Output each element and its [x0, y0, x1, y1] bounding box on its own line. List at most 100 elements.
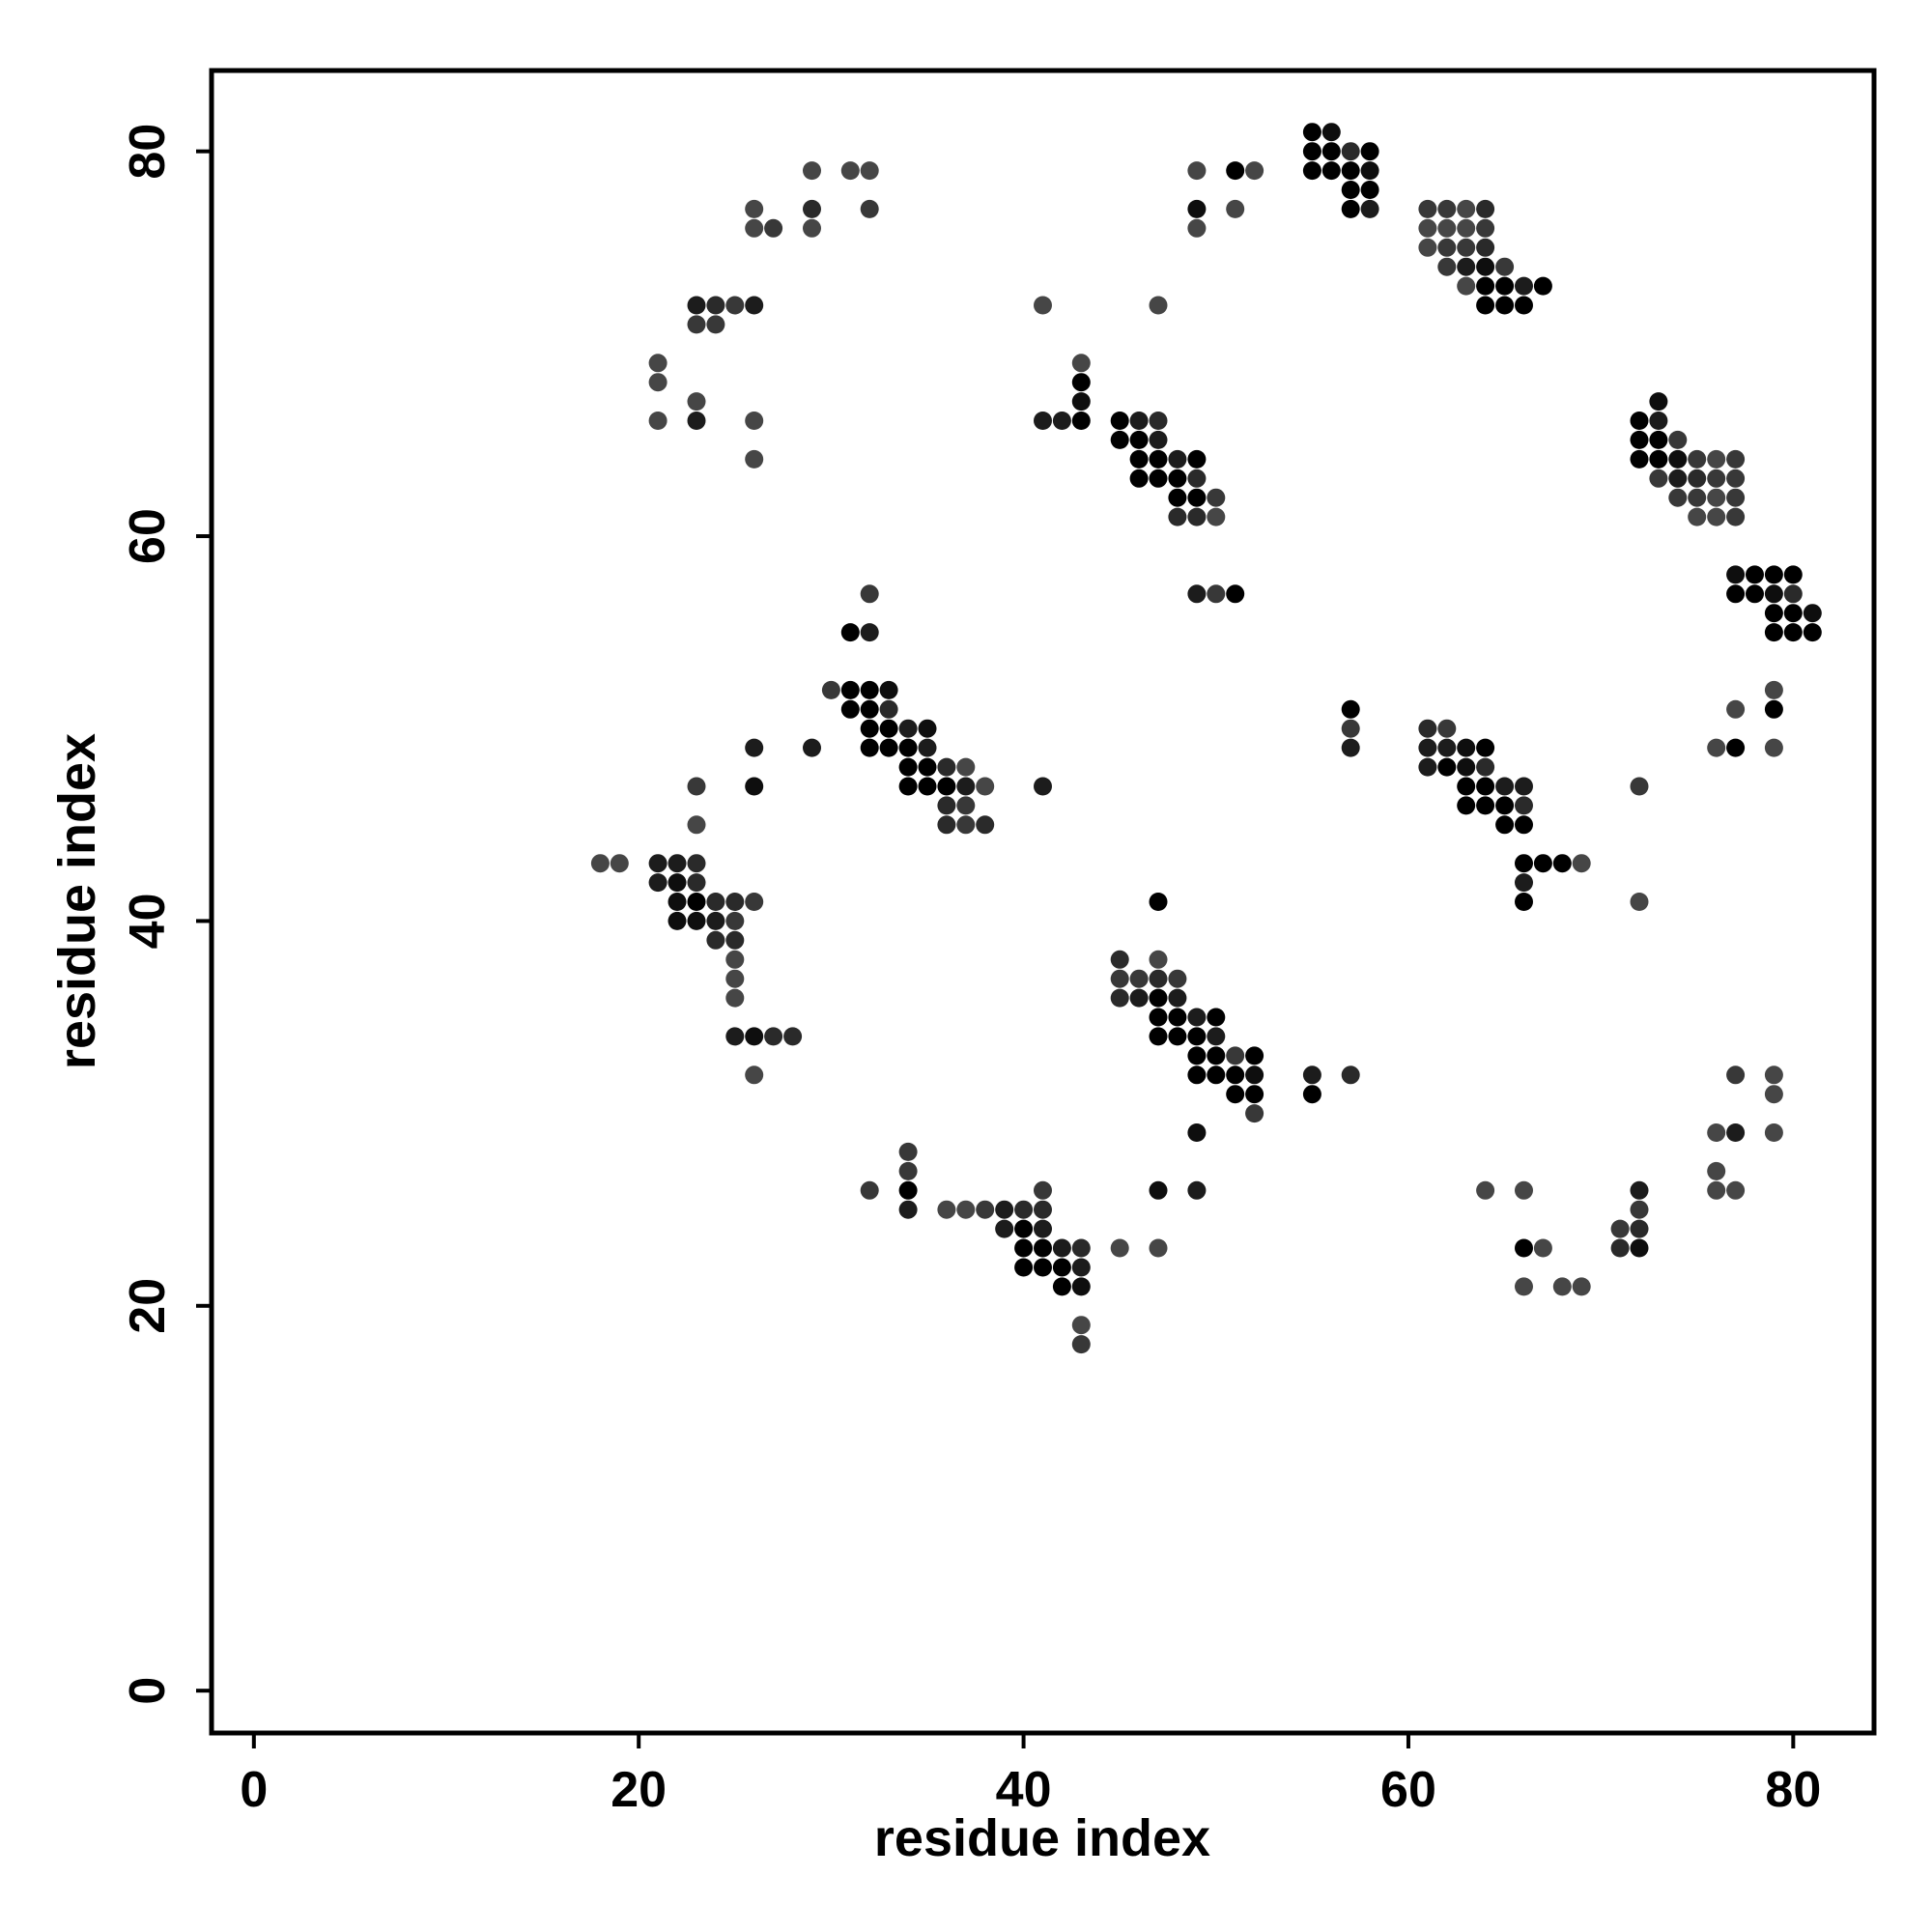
data-point	[687, 815, 706, 835]
data-point	[1630, 449, 1649, 469]
data-point	[1341, 142, 1360, 161]
data-point	[1034, 412, 1052, 430]
data-point	[1668, 469, 1688, 488]
data-point	[898, 1200, 918, 1219]
data-point	[1630, 777, 1649, 796]
data-point	[840, 699, 860, 719]
data-point	[1129, 449, 1149, 469]
data-point	[1649, 430, 1668, 449]
data-point	[1302, 123, 1321, 142]
data-point	[783, 1027, 803, 1046]
data-point	[1071, 1277, 1091, 1296]
data-point	[1149, 988, 1168, 1008]
data-point	[725, 1027, 745, 1046]
data-point	[706, 893, 725, 911]
data-point	[1321, 161, 1341, 181]
data-point	[1302, 1065, 1321, 1085]
data-point	[1515, 296, 1533, 315]
data-point	[860, 738, 879, 757]
data-point	[1034, 777, 1052, 796]
data-point	[1764, 1085, 1783, 1104]
data-point	[1187, 1123, 1207, 1142]
data-point	[1649, 449, 1668, 469]
data-point	[1515, 815, 1533, 835]
data-point	[1803, 623, 1822, 642]
data-point	[1149, 893, 1168, 911]
data-point	[1764, 1123, 1783, 1142]
data-point	[668, 854, 687, 873]
data-point	[1187, 584, 1207, 604]
data-point	[1014, 1258, 1034, 1277]
data-point	[745, 777, 764, 796]
data-point	[1187, 1008, 1207, 1027]
data-point	[1168, 969, 1187, 988]
data-point	[860, 623, 879, 642]
data-point	[1495, 276, 1515, 296]
data-point	[1071, 412, 1091, 430]
data-point	[1457, 257, 1476, 276]
data-point	[956, 757, 976, 777]
data-point	[1649, 469, 1668, 488]
data-point	[898, 777, 918, 796]
data-point	[1149, 950, 1168, 969]
data-point	[1457, 738, 1476, 757]
data-point	[745, 296, 764, 315]
data-point	[1418, 757, 1437, 777]
data-point	[1476, 738, 1495, 757]
data-point	[821, 680, 840, 699]
data-point	[1168, 1027, 1187, 1046]
data-point	[1052, 1258, 1071, 1277]
data-point	[1187, 507, 1207, 526]
data-point	[1476, 238, 1495, 257]
data-point	[937, 796, 956, 815]
data-point	[1437, 738, 1457, 757]
data-point	[1149, 430, 1168, 449]
data-point	[1187, 488, 1207, 507]
data-point	[668, 873, 687, 893]
data-point	[1071, 392, 1091, 412]
data-point	[1149, 969, 1168, 988]
data-point	[745, 449, 764, 469]
data-point	[918, 738, 937, 757]
data-point	[1149, 296, 1168, 315]
data-point	[1688, 449, 1707, 469]
data-point	[1803, 604, 1822, 623]
data-point	[1071, 373, 1091, 392]
data-point	[898, 738, 918, 757]
data-point	[1515, 796, 1533, 815]
data-point	[1515, 1238, 1533, 1258]
data-point	[1302, 142, 1321, 161]
data-point	[1149, 1027, 1168, 1046]
data-point	[745, 1027, 764, 1046]
data-point	[1764, 699, 1783, 719]
data-point	[1630, 1219, 1649, 1238]
data-point	[918, 719, 937, 738]
data-point	[590, 854, 610, 873]
data-point	[1495, 296, 1515, 315]
data-point	[1149, 1238, 1168, 1258]
data-point	[1457, 276, 1476, 296]
data-point	[956, 815, 976, 835]
data-point	[1726, 488, 1746, 507]
data-point	[1476, 257, 1495, 276]
data-point	[687, 911, 706, 930]
data-point	[1476, 276, 1495, 296]
data-point	[1034, 1258, 1052, 1277]
data-point	[725, 911, 745, 930]
data-point	[1110, 950, 1129, 969]
data-point	[1457, 218, 1476, 238]
data-point	[1746, 565, 1764, 584]
data-point	[840, 623, 860, 642]
data-point	[1226, 161, 1245, 181]
data-point	[1707, 507, 1726, 526]
data-point	[1495, 777, 1515, 796]
data-point	[860, 161, 879, 181]
data-point	[1071, 354, 1091, 373]
data-point	[1630, 430, 1649, 449]
data-point	[1668, 430, 1688, 449]
data-point	[1764, 604, 1783, 623]
data-point	[687, 873, 706, 893]
data-point	[1457, 757, 1476, 777]
data-point	[1187, 1065, 1207, 1085]
